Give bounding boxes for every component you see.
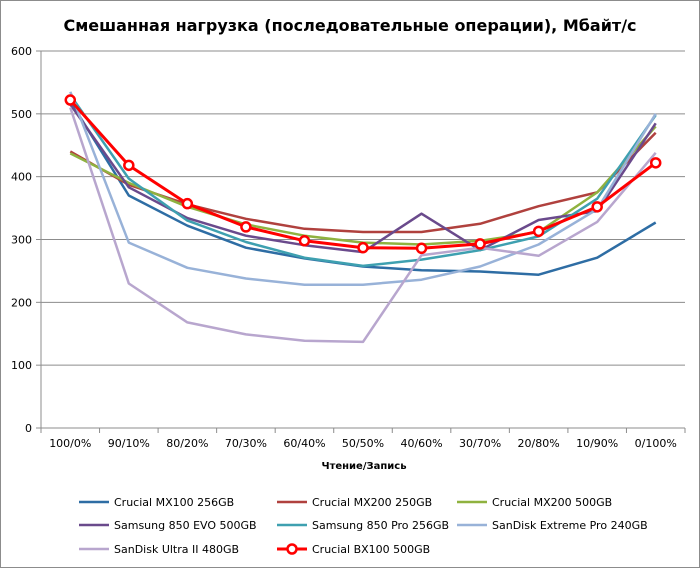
series-line-6	[69, 107, 657, 344]
data-point-marker	[591, 201, 603, 213]
x-tick-label: 0/100%	[635, 437, 677, 450]
x-tick-label: 20/80%	[518, 437, 560, 450]
legend-item: Crucial MX200 250GB	[277, 496, 432, 509]
x-tick-label: 30/70%	[459, 437, 501, 450]
legend-item: Samsung 850 EVO 500GB	[79, 519, 257, 532]
series-line-5	[69, 91, 657, 286]
legend-label: SanDisk Ultra II 480GB	[114, 543, 239, 556]
legend-label: Samsung 850 Pro 256GB	[312, 519, 449, 532]
data-point-marker	[64, 94, 77, 106]
legend-label: SanDisk Extreme Pro 240GB	[492, 519, 648, 532]
y-tick-label: 300	[11, 234, 32, 247]
legend: Crucial MX100 256GB Crucial MX200 250GB Cr…	[79, 496, 648, 556]
x-tick-label: 50/50%	[342, 437, 384, 450]
data-point-marker	[532, 225, 545, 238]
data-point-marker	[123, 159, 135, 172]
legend-item: SanDisk Ultra II 480GB	[79, 543, 239, 556]
data-point-marker	[357, 241, 369, 254]
legend-item: Crucial BX100 500GB	[277, 543, 430, 556]
y-tick-label: 400	[11, 171, 32, 184]
legend-label: Samsung 850 EVO 500GB	[114, 519, 257, 532]
x-tick-label: 10/90%	[576, 437, 618, 450]
y-tick-label: 100	[11, 359, 32, 372]
x-tick-label: 100/0%	[49, 437, 91, 450]
legend-label: Crucial MX100 256GB	[114, 496, 234, 509]
series-lines	[64, 91, 662, 344]
data-point-marker	[240, 221, 252, 233]
data-point-marker	[415, 242, 428, 255]
y-tick-label: 200	[11, 296, 32, 309]
axes: 0 100 200 300 400 500 600 100/0% 90/10% 80/20% 70/…	[11, 45, 686, 450]
series-line-3	[69, 103, 657, 254]
legend-item: Crucial MX100 256GB	[79, 496, 234, 509]
x-tick-label: 60/40%	[283, 437, 325, 450]
y-tick-label: 500	[11, 108, 32, 121]
legend-item: Crucial MX200 500GB	[457, 496, 612, 509]
legend-label: Crucial BX100 500GB	[312, 543, 430, 556]
legend-item: SanDisk Extreme Pro 240GB	[457, 519, 648, 532]
legend-label: Crucial MX200 500GB	[492, 496, 612, 509]
data-point-marker	[181, 197, 194, 210]
x-tick-label: 90/10%	[108, 437, 150, 450]
x-tick-label: 40/60%	[400, 437, 442, 450]
legend-label: Crucial MX200 250GB	[312, 496, 432, 509]
data-point-marker	[298, 235, 311, 247]
x-axis-title: Чтение/Запись	[321, 461, 406, 472]
y-tick-label: 0	[25, 422, 32, 435]
x-tick-label: 70/30%	[225, 437, 267, 450]
x-tick-label: 80/20%	[166, 437, 208, 450]
data-point-marker	[649, 157, 662, 169]
legend-marker	[286, 543, 298, 555]
gridlines	[41, 50, 685, 366]
data-point-marker	[474, 238, 486, 250]
chart-title: Смешанная нагрузка (последовательные опе…	[63, 16, 636, 35]
y-tick-label: 600	[11, 45, 32, 58]
legend-item: Samsung 850 Pro 256GB	[277, 519, 449, 532]
